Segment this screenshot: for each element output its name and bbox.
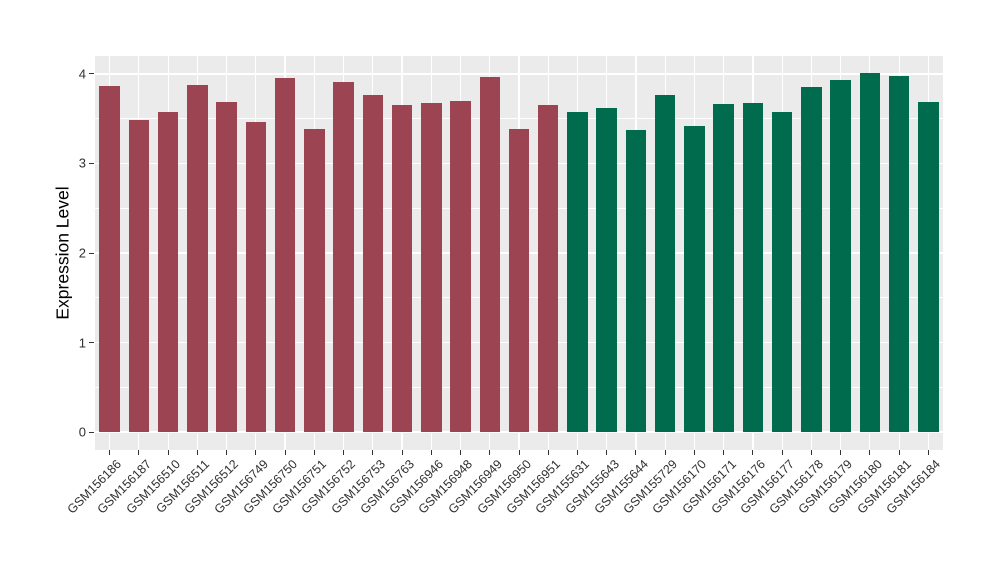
plot-panel bbox=[95, 56, 943, 450]
x-tick-mark bbox=[518, 450, 520, 455]
bar bbox=[333, 81, 354, 433]
x-tick-mark bbox=[138, 450, 140, 455]
y-tick-label: 1 bbox=[78, 335, 86, 351]
x-tick-mark bbox=[460, 450, 462, 455]
x-tick-mark bbox=[343, 450, 345, 455]
y-tick-label: 4 bbox=[78, 66, 86, 82]
bar bbox=[888, 75, 910, 433]
bar bbox=[508, 129, 530, 433]
x-tick-mark bbox=[255, 450, 257, 455]
bar bbox=[157, 111, 179, 433]
bar bbox=[830, 80, 851, 433]
x-tick-mark bbox=[606, 450, 608, 455]
y-tick-mark bbox=[89, 431, 94, 433]
x-tick-mark bbox=[401, 450, 403, 455]
bar bbox=[859, 73, 881, 433]
x-tick-mark bbox=[547, 450, 549, 455]
y-tick-label: 3 bbox=[78, 155, 86, 171]
y-tick-mark bbox=[89, 252, 94, 254]
bar bbox=[654, 95, 676, 433]
x-tick-mark bbox=[840, 450, 842, 455]
bar bbox=[391, 105, 413, 433]
x-tick-mark bbox=[372, 450, 374, 455]
bar bbox=[625, 130, 647, 433]
bar bbox=[713, 104, 734, 433]
bar bbox=[596, 107, 617, 433]
y-tick-mark bbox=[89, 162, 94, 164]
bar bbox=[771, 111, 793, 433]
bar bbox=[742, 102, 764, 433]
bar bbox=[274, 78, 296, 433]
x-tick-mark bbox=[167, 450, 169, 455]
y-tick-mark bbox=[89, 73, 94, 75]
bar bbox=[801, 87, 822, 433]
bar bbox=[128, 119, 150, 433]
x-tick-mark bbox=[810, 450, 812, 455]
x-tick-mark bbox=[226, 450, 228, 455]
x-tick-mark bbox=[284, 450, 286, 455]
x-tick-mark bbox=[693, 450, 695, 455]
y-tick-mark bbox=[89, 342, 94, 344]
x-tick-mark bbox=[781, 450, 783, 455]
y-tick-label: 2 bbox=[78, 245, 86, 261]
x-tick-mark bbox=[898, 450, 900, 455]
x-tick-mark bbox=[109, 450, 111, 455]
bar bbox=[450, 100, 471, 433]
x-tick-mark bbox=[313, 450, 315, 455]
x-tick-mark bbox=[869, 450, 871, 455]
bar bbox=[245, 122, 267, 433]
bar bbox=[918, 101, 939, 433]
y-tick-label: 0 bbox=[78, 424, 86, 440]
x-tick-mark bbox=[196, 450, 198, 455]
bar bbox=[216, 101, 237, 433]
x-tick-mark bbox=[723, 450, 725, 455]
y-axis-title: Expression Level bbox=[52, 186, 73, 320]
bar bbox=[304, 129, 325, 433]
x-tick-mark bbox=[635, 450, 637, 455]
bar bbox=[567, 111, 588, 433]
x-tick-mark bbox=[489, 450, 491, 455]
bar bbox=[538, 105, 559, 433]
bar bbox=[684, 125, 705, 433]
bar bbox=[187, 84, 208, 433]
bar bbox=[479, 76, 500, 433]
bar bbox=[362, 94, 384, 433]
bar bbox=[99, 85, 120, 433]
x-tick-mark bbox=[576, 450, 578, 455]
bar bbox=[421, 103, 442, 433]
x-tick-mark bbox=[752, 450, 754, 455]
x-tick-mark bbox=[430, 450, 432, 455]
x-tick-mark bbox=[664, 450, 666, 455]
x-tick-mark bbox=[927, 450, 929, 455]
